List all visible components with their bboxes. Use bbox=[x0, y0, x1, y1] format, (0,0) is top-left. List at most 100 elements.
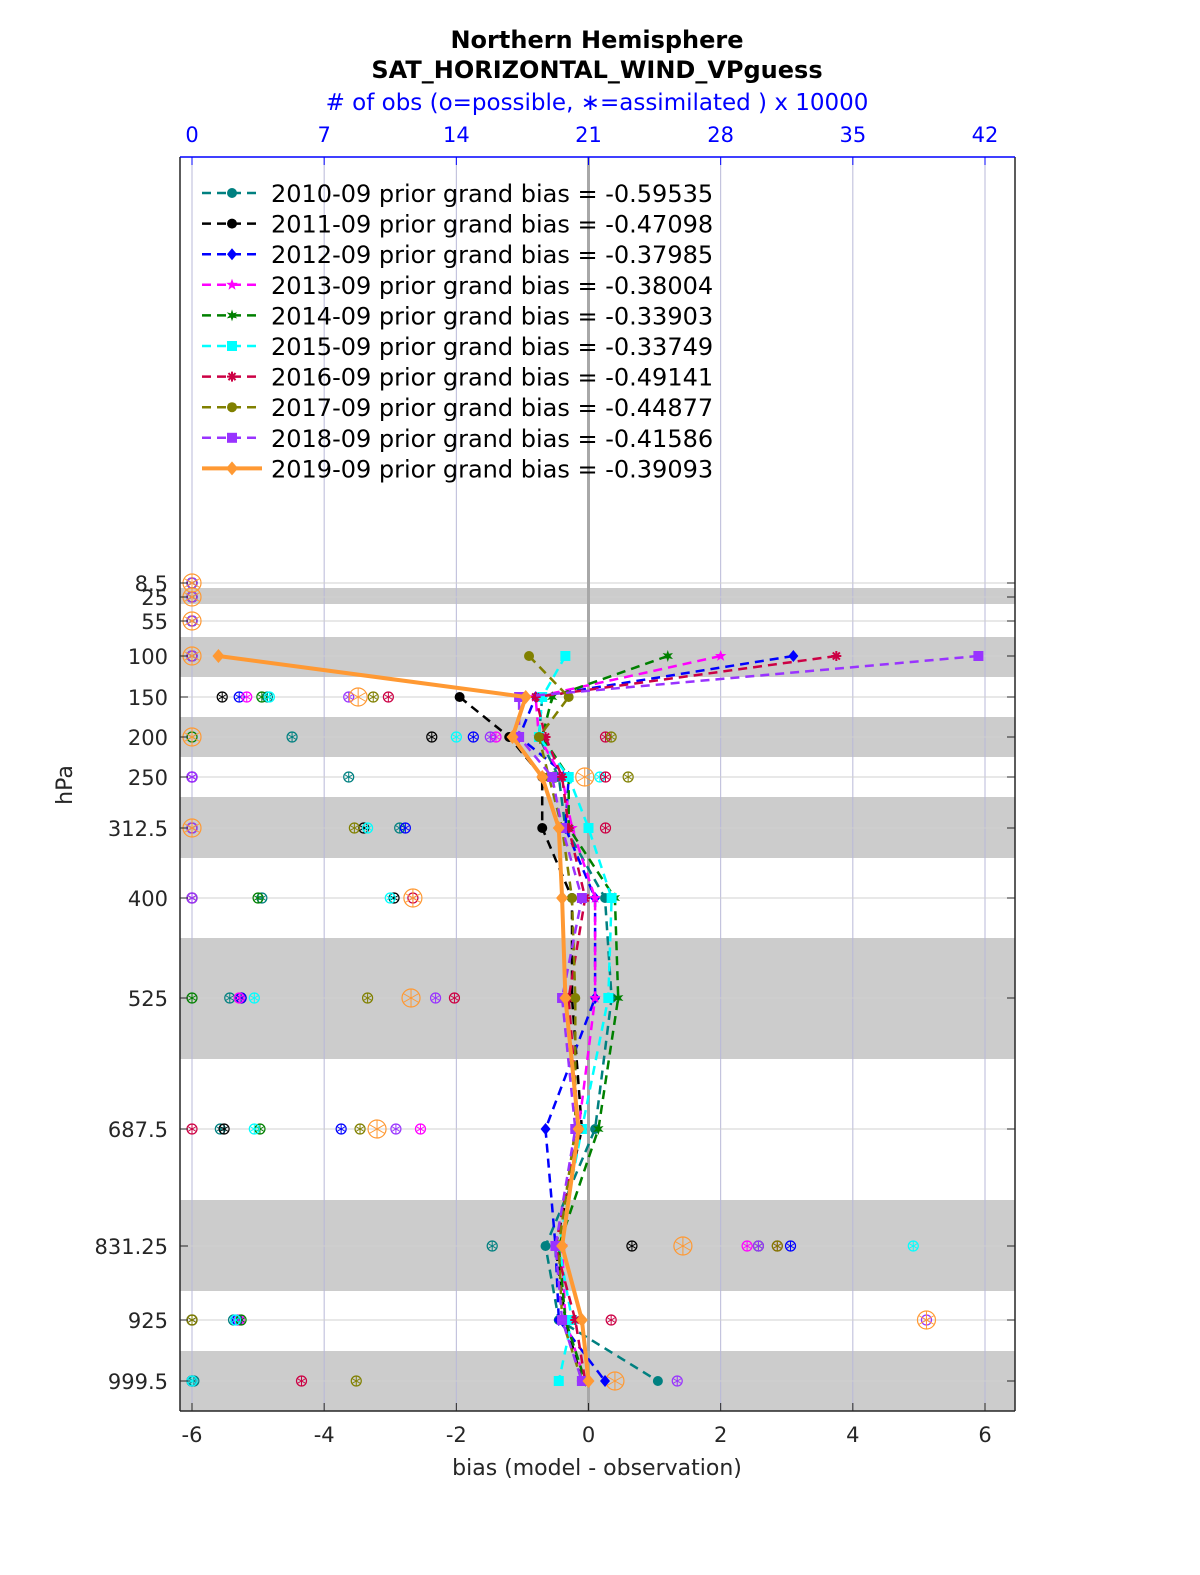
obs-assimilated-marker bbox=[772, 1241, 782, 1251]
series-point bbox=[593, 1123, 604, 1135]
obs-star-stroke bbox=[359, 825, 369, 831]
obs-star-stroke bbox=[400, 825, 410, 831]
obs-assimilated-marker bbox=[187, 993, 197, 1003]
obs-assimilated-marker bbox=[623, 772, 633, 782]
obs-star-stroke bbox=[427, 734, 437, 740]
series-point bbox=[506, 730, 519, 744]
x-tick-label: 2 bbox=[714, 1423, 727, 1447]
obs-assimilated-marker bbox=[430, 993, 441, 1003]
obs-star-stroke bbox=[350, 692, 367, 702]
obs-assimilated-marker bbox=[627, 1241, 637, 1251]
obs-star-stroke bbox=[183, 592, 201, 602]
series-point bbox=[973, 651, 984, 661]
chart-title: Northern Hemisphere bbox=[450, 26, 743, 54]
obs-assimilated-marker bbox=[187, 1124, 197, 1134]
obs-assimilated-marker bbox=[400, 823, 410, 833]
obs-assimilated-marker bbox=[487, 1241, 497, 1251]
series-point bbox=[563, 692, 574, 702]
x-tick-label: -4 bbox=[314, 1423, 335, 1447]
obs-star-stroke bbox=[363, 995, 373, 1001]
series-point bbox=[831, 651, 842, 661]
series-point bbox=[540, 1123, 551, 1135]
obs-assimilated-marker bbox=[219, 1124, 229, 1134]
obs-assimilated-marker bbox=[383, 692, 393, 702]
level-band bbox=[180, 637, 1015, 677]
obs-star-stroke bbox=[908, 1243, 918, 1249]
series-point bbox=[603, 993, 614, 1003]
obs-star-stroke bbox=[389, 895, 399, 901]
series-point bbox=[572, 1122, 585, 1136]
obs-star-stroke bbox=[183, 578, 201, 588]
obs-star-stroke bbox=[183, 732, 201, 742]
obs-assimilated-marker bbox=[368, 692, 378, 702]
obs-assimilated-marker bbox=[242, 692, 252, 702]
legend-label: 2019-09 prior grand bias = -0.39093 bbox=[271, 455, 713, 483]
obs-star-stroke bbox=[576, 772, 593, 782]
obs-star-stroke bbox=[253, 895, 263, 901]
legend-label: 2010-09 prior grand bias = -0.59535 bbox=[271, 180, 713, 208]
obs-star-stroke bbox=[627, 1243, 637, 1249]
obs-assimilated-marker bbox=[355, 1124, 365, 1134]
legend-label: 2012-09 prior grand bias = -0.37985 bbox=[271, 241, 713, 269]
series-point bbox=[600, 1375, 611, 1387]
obs-star-stroke bbox=[349, 825, 359, 831]
series-point bbox=[226, 278, 238, 290]
y-tick-label: 25 bbox=[141, 586, 168, 610]
obs-star-stroke bbox=[249, 1126, 259, 1132]
x-axis-label: bias (model - observation) bbox=[452, 1456, 742, 1481]
y-tick-label: 100 bbox=[128, 645, 168, 669]
obs-star-stroke bbox=[257, 895, 267, 901]
series-point bbox=[575, 1313, 588, 1327]
obs-star-stroke bbox=[918, 1315, 935, 1325]
obs-star-stroke bbox=[368, 1124, 386, 1134]
y-tick-label: 250 bbox=[128, 766, 168, 790]
obs-assimilated-marker bbox=[368, 1120, 386, 1138]
obs-star-stroke bbox=[219, 1126, 229, 1132]
series-point bbox=[576, 893, 587, 903]
obs-star-stroke bbox=[217, 694, 227, 700]
obs-star-stroke bbox=[242, 694, 252, 700]
y-tick-label: 200 bbox=[128, 726, 168, 750]
obs-star-stroke bbox=[785, 1243, 796, 1249]
obs-assimilated-marker bbox=[234, 993, 244, 1003]
obs-star-stroke bbox=[415, 1126, 426, 1132]
legend-label: 2014-09 prior grand bias = -0.33903 bbox=[271, 302, 713, 330]
obs-star-stroke bbox=[404, 893, 421, 903]
obs-star-stroke bbox=[187, 774, 197, 780]
obs-assimilated-marker bbox=[187, 893, 197, 903]
legend-label: 2011-09 prior grand bias = -0.47098 bbox=[271, 211, 713, 239]
x-tick-label: 0 bbox=[582, 1423, 595, 1447]
legend-label: 2015-09 prior grand bias = -0.33749 bbox=[271, 333, 713, 361]
obs-star-stroke bbox=[600, 825, 611, 831]
series-lines bbox=[212, 649, 984, 1388]
obs-star-stroke bbox=[187, 995, 197, 1001]
obs-count-markers bbox=[182, 573, 937, 1391]
obs-star-stroke bbox=[753, 1243, 764, 1249]
obs-star-stroke bbox=[385, 895, 395, 901]
obs-assimilated-marker bbox=[187, 1315, 197, 1325]
series-point bbox=[552, 821, 565, 835]
series-point bbox=[589, 992, 601, 1003]
obs-star-stroke bbox=[183, 651, 201, 661]
obs-assimilated-marker bbox=[449, 993, 460, 1003]
obs-tick-label: 35 bbox=[839, 123, 866, 147]
obs-star-stroke bbox=[606, 734, 616, 740]
series-point bbox=[613, 992, 624, 1004]
obs-assimilated-marker bbox=[183, 728, 201, 746]
x-tick-label: -2 bbox=[446, 1423, 467, 1447]
obs-star-stroke bbox=[287, 734, 297, 740]
obs-star-stroke bbox=[187, 895, 197, 901]
obs-assimilated-marker bbox=[363, 993, 373, 1003]
obs-assimilated-marker bbox=[187, 772, 197, 782]
series-point bbox=[530, 692, 541, 702]
obs-star-stroke bbox=[355, 1126, 365, 1132]
obs-assimilated-marker bbox=[576, 768, 593, 786]
x-tick-label: 6 bbox=[978, 1423, 991, 1447]
obs-assimilated-marker bbox=[183, 647, 201, 665]
obs-assimilated-marker bbox=[451, 732, 461, 742]
obs-star-stroke bbox=[672, 1378, 682, 1384]
obs-star-stroke bbox=[451, 734, 461, 740]
series-line bbox=[534, 654, 721, 1382]
